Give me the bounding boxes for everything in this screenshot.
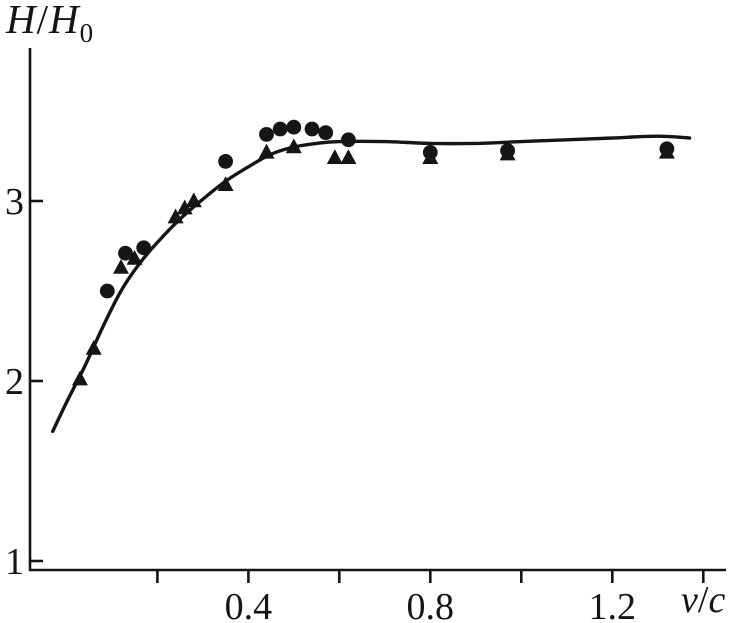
x-tick-label: 0.8 <box>407 586 455 623</box>
data-point-circle <box>304 121 320 137</box>
x-tick-label: 1.2 <box>589 586 637 623</box>
data-point-triangle <box>258 143 275 159</box>
data-point-triangle <box>326 149 343 164</box>
data-point-circle <box>99 283 115 299</box>
data-point-triangle <box>167 208 184 224</box>
data-point-triangle <box>72 370 88 386</box>
y-tick-label: 1 <box>5 541 24 583</box>
data-point-triangle <box>499 145 516 161</box>
data-point-circle <box>259 126 274 142</box>
y-axis-title-H1: H <box>6 0 37 42</box>
data-point-triangle <box>85 340 102 355</box>
data-point-circle <box>318 125 334 140</box>
data-point-triangle <box>217 176 234 191</box>
y-axis-title-subscript: 0 <box>79 18 95 49</box>
data-point-circle <box>118 245 133 261</box>
x-axis-title: v/c <box>681 579 726 622</box>
data-point-triangle <box>340 149 357 164</box>
y-axis-title-H2: H <box>49 0 80 42</box>
data-point-triangle <box>658 143 675 159</box>
data-point-triangle <box>185 192 202 208</box>
y-tick-label: 2 <box>5 361 24 403</box>
x-axis-title-v: v <box>681 579 698 621</box>
data-point-triangle <box>285 138 302 154</box>
data-point-triangle <box>176 199 193 215</box>
data-point-circle <box>218 154 234 169</box>
data-point-triangle <box>422 149 439 164</box>
data-point-circle <box>136 240 152 256</box>
data-point-triangle <box>126 250 143 265</box>
y-tick-label: 3 <box>5 181 24 223</box>
axes <box>28 48 726 572</box>
x-axis-title-slash: / <box>697 579 709 621</box>
y-axis-title-slash: / <box>36 0 50 42</box>
x-tick-label: 0.4 <box>225 586 273 623</box>
y-axis-title: H/H0 <box>6 0 94 49</box>
data-point-triangle <box>113 259 129 274</box>
x-axis-title-c: c <box>708 579 726 621</box>
data-point-circle <box>272 121 288 137</box>
data-point-circle <box>341 132 356 148</box>
data-point-circle <box>286 119 302 135</box>
fit-curve <box>51 134 692 434</box>
